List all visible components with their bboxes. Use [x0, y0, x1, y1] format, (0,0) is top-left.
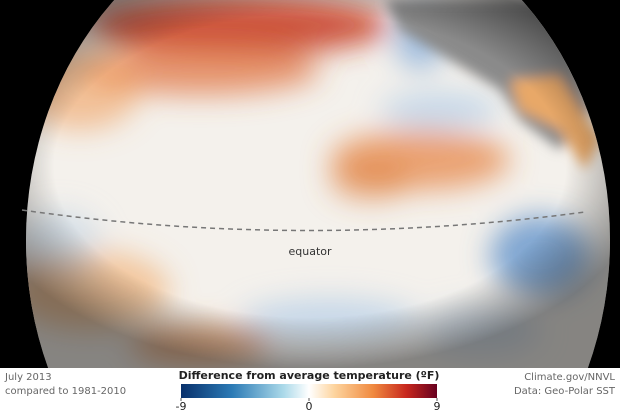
baseline: compared to 1981-2010: [5, 386, 126, 397]
date: July 2013: [4, 372, 52, 383]
colorbar-tick-label: -9: [176, 400, 187, 413]
colorbar-tick-label: 9: [434, 400, 441, 413]
colorbar-title: Difference from average temperature (ºF): [179, 369, 440, 382]
colorbar-tick-label: 0: [306, 400, 313, 413]
colorbar: [181, 384, 437, 398]
equator-label: equator: [288, 245, 332, 258]
source: Data: Geo-Polar SST: [514, 386, 616, 397]
equator-line: [21, 209, 586, 232]
globe: [26, 0, 610, 368]
credit: Climate.gov/NNVL: [524, 372, 615, 383]
